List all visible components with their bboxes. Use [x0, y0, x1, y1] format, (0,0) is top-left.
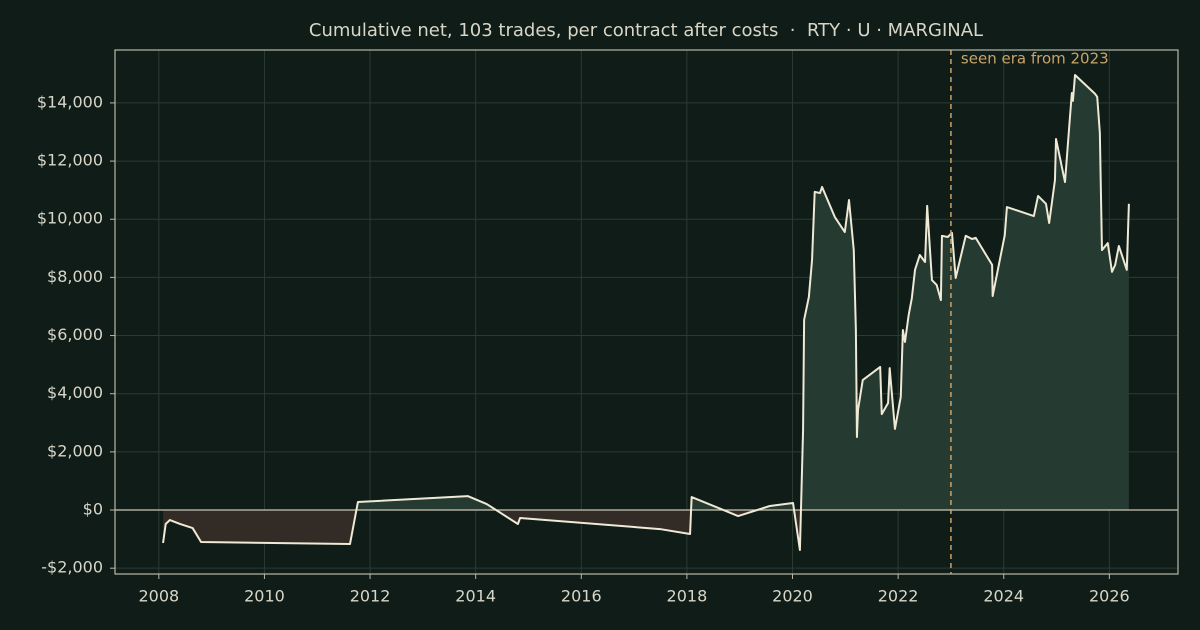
x-tick-label: 2020 — [772, 587, 813, 606]
area-negative — [163, 510, 1129, 551]
annotation-label: seen era from 2023 — [961, 50, 1109, 68]
y-tick-label: $0 — [83, 500, 103, 519]
chart-title: Cumulative net, 103 trades, per contract… — [309, 20, 983, 41]
x-tick-label: 2018 — [667, 587, 708, 606]
x-tick-label: 2026 — [1089, 587, 1130, 606]
y-tick-label: $12,000 — [37, 151, 103, 170]
plot-frame — [114, 49, 1179, 575]
y-tick-label: $6,000 — [47, 325, 103, 344]
x-tick-label: 2024 — [983, 587, 1024, 606]
x-tick-label: 2014 — [455, 587, 496, 606]
y-tick-label: $10,000 — [37, 209, 103, 228]
x-tick-label: 2012 — [350, 587, 391, 606]
x-tick-label: 2016 — [561, 587, 602, 606]
line — [162, 74, 1130, 552]
y-tick-label: $8,000 — [47, 267, 103, 286]
y-tick-label: $14,000 — [37, 92, 103, 111]
y-tick-label: $4,000 — [47, 383, 103, 402]
x-tick-label: 2010 — [244, 587, 285, 606]
y-tick-label: -$2,000 — [41, 558, 103, 577]
area-positive — [356, 75, 1129, 511]
x-tick-label: 2008 — [138, 587, 179, 606]
y-tick-label: $2,000 — [47, 441, 103, 460]
x-tick-label: 2022 — [878, 587, 919, 606]
